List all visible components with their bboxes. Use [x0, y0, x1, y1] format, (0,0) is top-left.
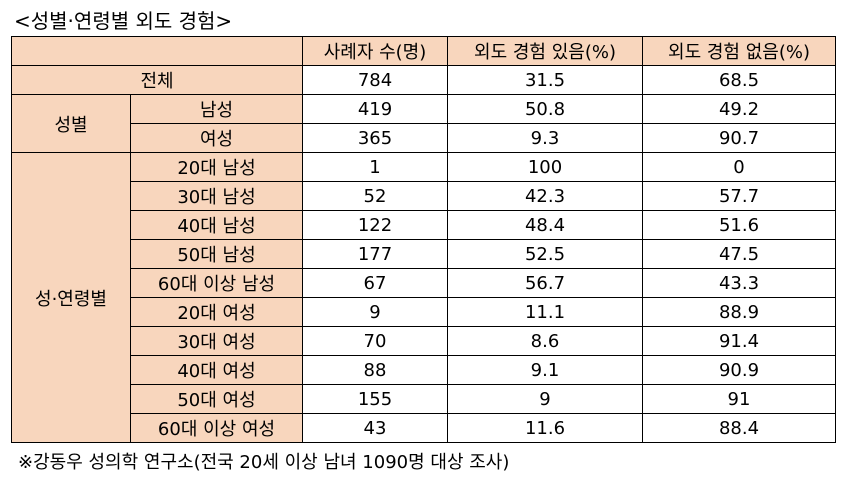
header-row: 사례자 수(명) 외도 경험 있음(%) 외도 경험 없음(%)	[11, 36, 836, 66]
col-header-no: 외도 경험 없음(%)	[642, 36, 836, 66]
count-cell: 70	[302, 326, 448, 356]
row-label: 40대 여성	[130, 355, 303, 385]
row-label: 남성	[130, 94, 303, 124]
no-cell: 43.3	[642, 268, 836, 298]
no-cell: 57.7	[642, 181, 836, 211]
row-label: 50대 남성	[130, 239, 303, 269]
table-row: 30대 남성 52 42.3 57.7	[12, 181, 836, 211]
no-cell: 0	[642, 152, 836, 182]
count-cell: 9	[302, 297, 448, 327]
yes-cell: 100	[447, 152, 643, 182]
table-row: 40대 남성 122 48.4 51.6	[12, 210, 836, 240]
no-cell: 90.7	[642, 123, 836, 153]
no-cell: 51.6	[642, 210, 836, 240]
row-label: 30대 여성	[130, 326, 303, 356]
count-cell: 419	[302, 94, 448, 124]
table-row: 50대 여성 155 9 91	[12, 384, 836, 414]
yes-cell: 48.4	[447, 210, 643, 240]
total-yes: 31.5	[447, 65, 643, 95]
count-cell: 88	[302, 355, 448, 385]
row-label: 여성	[130, 123, 303, 153]
survey-table: 사례자 수(명) 외도 경험 있음(%) 외도 경험 없음(%) 전체 784 …	[11, 36, 836, 443]
count-cell: 52	[302, 181, 448, 211]
no-cell: 91.4	[642, 326, 836, 356]
count-cell: 155	[302, 384, 448, 414]
count-cell: 43	[302, 413, 448, 443]
table-row: 성·연령별 20대 남성 1 100 0	[11, 152, 836, 443]
total-count: 784	[302, 65, 448, 95]
row-label: 30대 남성	[130, 181, 303, 211]
table-body: 사례자 수(명) 외도 경험 있음(%) 외도 경험 없음(%) 전체 784 …	[11, 36, 836, 443]
row-label: 20대 여성	[130, 297, 303, 327]
table-row: 성별 남성 419 50.8 49.2	[11, 94, 836, 153]
row-label: 40대 남성	[130, 210, 303, 240]
yes-cell: 9.3	[447, 123, 643, 153]
total-no: 68.5	[642, 65, 836, 95]
table-row: 60대 이상 여성 43 11.6 88.4	[12, 413, 836, 443]
no-cell: 90.9	[642, 355, 836, 385]
total-label: 전체	[11, 65, 303, 95]
row-label: 60대 이상 여성	[130, 413, 303, 443]
count-cell: 177	[302, 239, 448, 269]
row-label: 50대 여성	[130, 384, 303, 414]
group-label-age: 성·연령별	[11, 152, 131, 443]
table-row: 30대 여성 70 8.6 91.4	[12, 326, 836, 356]
count-cell: 365	[302, 123, 448, 153]
yes-cell: 8.6	[447, 326, 643, 356]
yes-cell: 52.5	[447, 239, 643, 269]
yes-cell: 56.7	[447, 268, 643, 298]
table-row: 40대 여성 88 9.1 90.9	[12, 355, 836, 385]
yes-cell: 11.1	[447, 297, 643, 327]
no-cell: 88.4	[642, 413, 836, 443]
table-row: 60대 이상 남성 67 56.7 43.3	[12, 268, 836, 298]
table-row: 여성 365 9.3 90.7	[12, 123, 836, 153]
yes-cell: 11.6	[447, 413, 643, 443]
table-title: <성별·연령별 외도 경험>	[14, 9, 233, 33]
yes-cell: 9	[447, 384, 643, 414]
col-header-count: 사례자 수(명)	[302, 36, 448, 66]
yes-cell: 9.1	[447, 355, 643, 385]
no-cell: 49.2	[642, 94, 836, 124]
no-cell: 88.9	[642, 297, 836, 327]
group-label-gender: 성별	[11, 94, 131, 153]
total-row: 전체 784 31.5 68.5	[11, 65, 836, 95]
yes-cell: 50.8	[447, 94, 643, 124]
yes-cell: 42.3	[447, 181, 643, 211]
source-footnote: ※강동우 성의학 연구소(전국 20세 이상 남녀 1090명 대상 조사)	[18, 452, 510, 473]
table-row: 20대 여성 9 11.1 88.9	[12, 297, 836, 327]
no-cell: 91	[642, 384, 836, 414]
count-cell: 67	[302, 268, 448, 298]
table-row: 50대 남성 177 52.5 47.5	[12, 239, 836, 269]
row-label: 60대 이상 남성	[130, 268, 303, 298]
row-label: 20대 남성	[130, 152, 303, 182]
no-cell: 47.5	[642, 239, 836, 269]
corner-cell	[11, 36, 303, 66]
count-cell: 1	[302, 152, 448, 182]
count-cell: 122	[302, 210, 448, 240]
col-header-yes: 외도 경험 있음(%)	[447, 36, 643, 66]
